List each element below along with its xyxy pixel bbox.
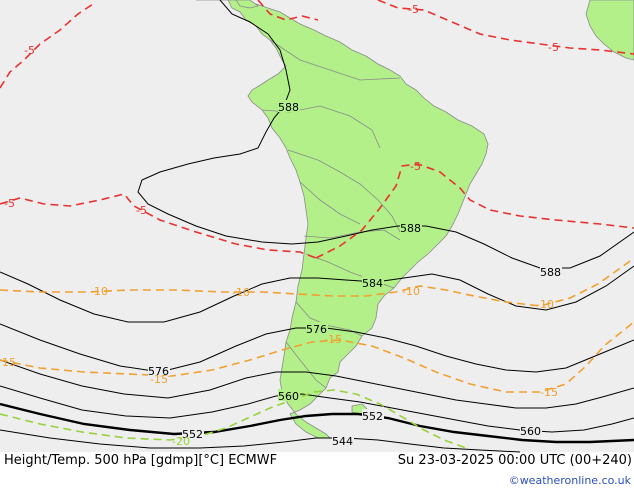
label-minus10-c: -10 [402,285,420,298]
label-minus15-b: 15 [2,356,16,369]
label-minus5-c: -5 [548,41,559,54]
label-minus5-e: -5 [136,204,147,217]
label-560-b: 560 [520,425,541,438]
isotherm-minus20 [0,389,467,449]
label-576-b: 576 [148,365,169,378]
contour-552 [0,402,634,444]
temp-minus20-labels: -20 [172,435,190,448]
isotherm-minus15 [0,321,634,393]
caribbean-land [235,0,259,9]
contour-584 [0,265,634,323]
africa-land [585,0,634,61]
temp-minus5-labels: -5 -5 -5 -5 -5 -5 [4,3,559,217]
credit-link[interactable]: ©weatheronline.co.uk [508,474,631,487]
label-584: 584 [362,277,383,290]
height-labels: 588 588 588 584 576 576 560 552 552 560 … [148,100,562,448]
label-588-a: 588 [278,101,299,114]
footer-band [0,452,634,490]
label-552-a: 552 [182,428,203,441]
south-america-land [196,0,489,439]
label-560-a: 560 [278,390,299,403]
temp-minus10-labels: -10 -10 -10 -10 [90,285,554,311]
label-minus5-f: -5 [410,160,421,173]
label-588-c: 588 [540,266,561,279]
contour-588-upper [137,0,634,269]
label-minus15-c: -15 [150,373,168,386]
isotherm-minus5 [0,0,634,259]
label-576-a: 576 [306,323,327,336]
label-minus5-d: -5 [4,197,15,210]
label-minus10-d: -10 [536,298,554,311]
label-minus15-d: -15 [540,386,558,399]
label-minus10-a: -10 [90,285,108,298]
contour-544 [0,429,521,453]
label-minus15-a: -15 [324,333,342,346]
contour-560 [0,385,634,433]
contour-576 [0,323,634,373]
valid-time: Su 23-03-2025 00:00 UTC (00+240) [397,453,632,468]
label-minus5-b: -5 [408,3,419,16]
label-552-b: 552 [362,410,383,423]
label-minus20: -20 [172,435,190,448]
product-title: Height/Temp. 500 hPa [gdmp][°C] ECMWF [4,453,278,468]
label-544: 544 [332,435,353,448]
contour-568 [0,359,634,409]
height-contours [0,0,634,453]
label-minus5-a: -5 [24,44,35,57]
isotherm-minus10 [0,257,634,307]
label-588-b: 588 [400,222,421,235]
label-minus10-b: -10 [232,286,250,299]
temp-minus15-labels: -15 15 -15 -15 [2,333,558,399]
